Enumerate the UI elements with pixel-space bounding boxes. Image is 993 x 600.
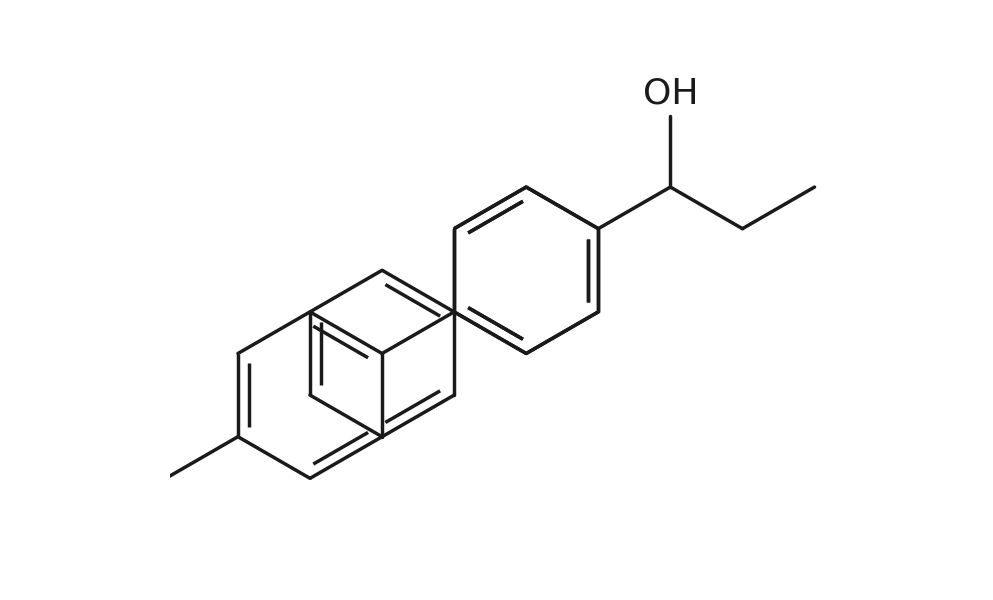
Text: OH: OH (642, 76, 698, 110)
